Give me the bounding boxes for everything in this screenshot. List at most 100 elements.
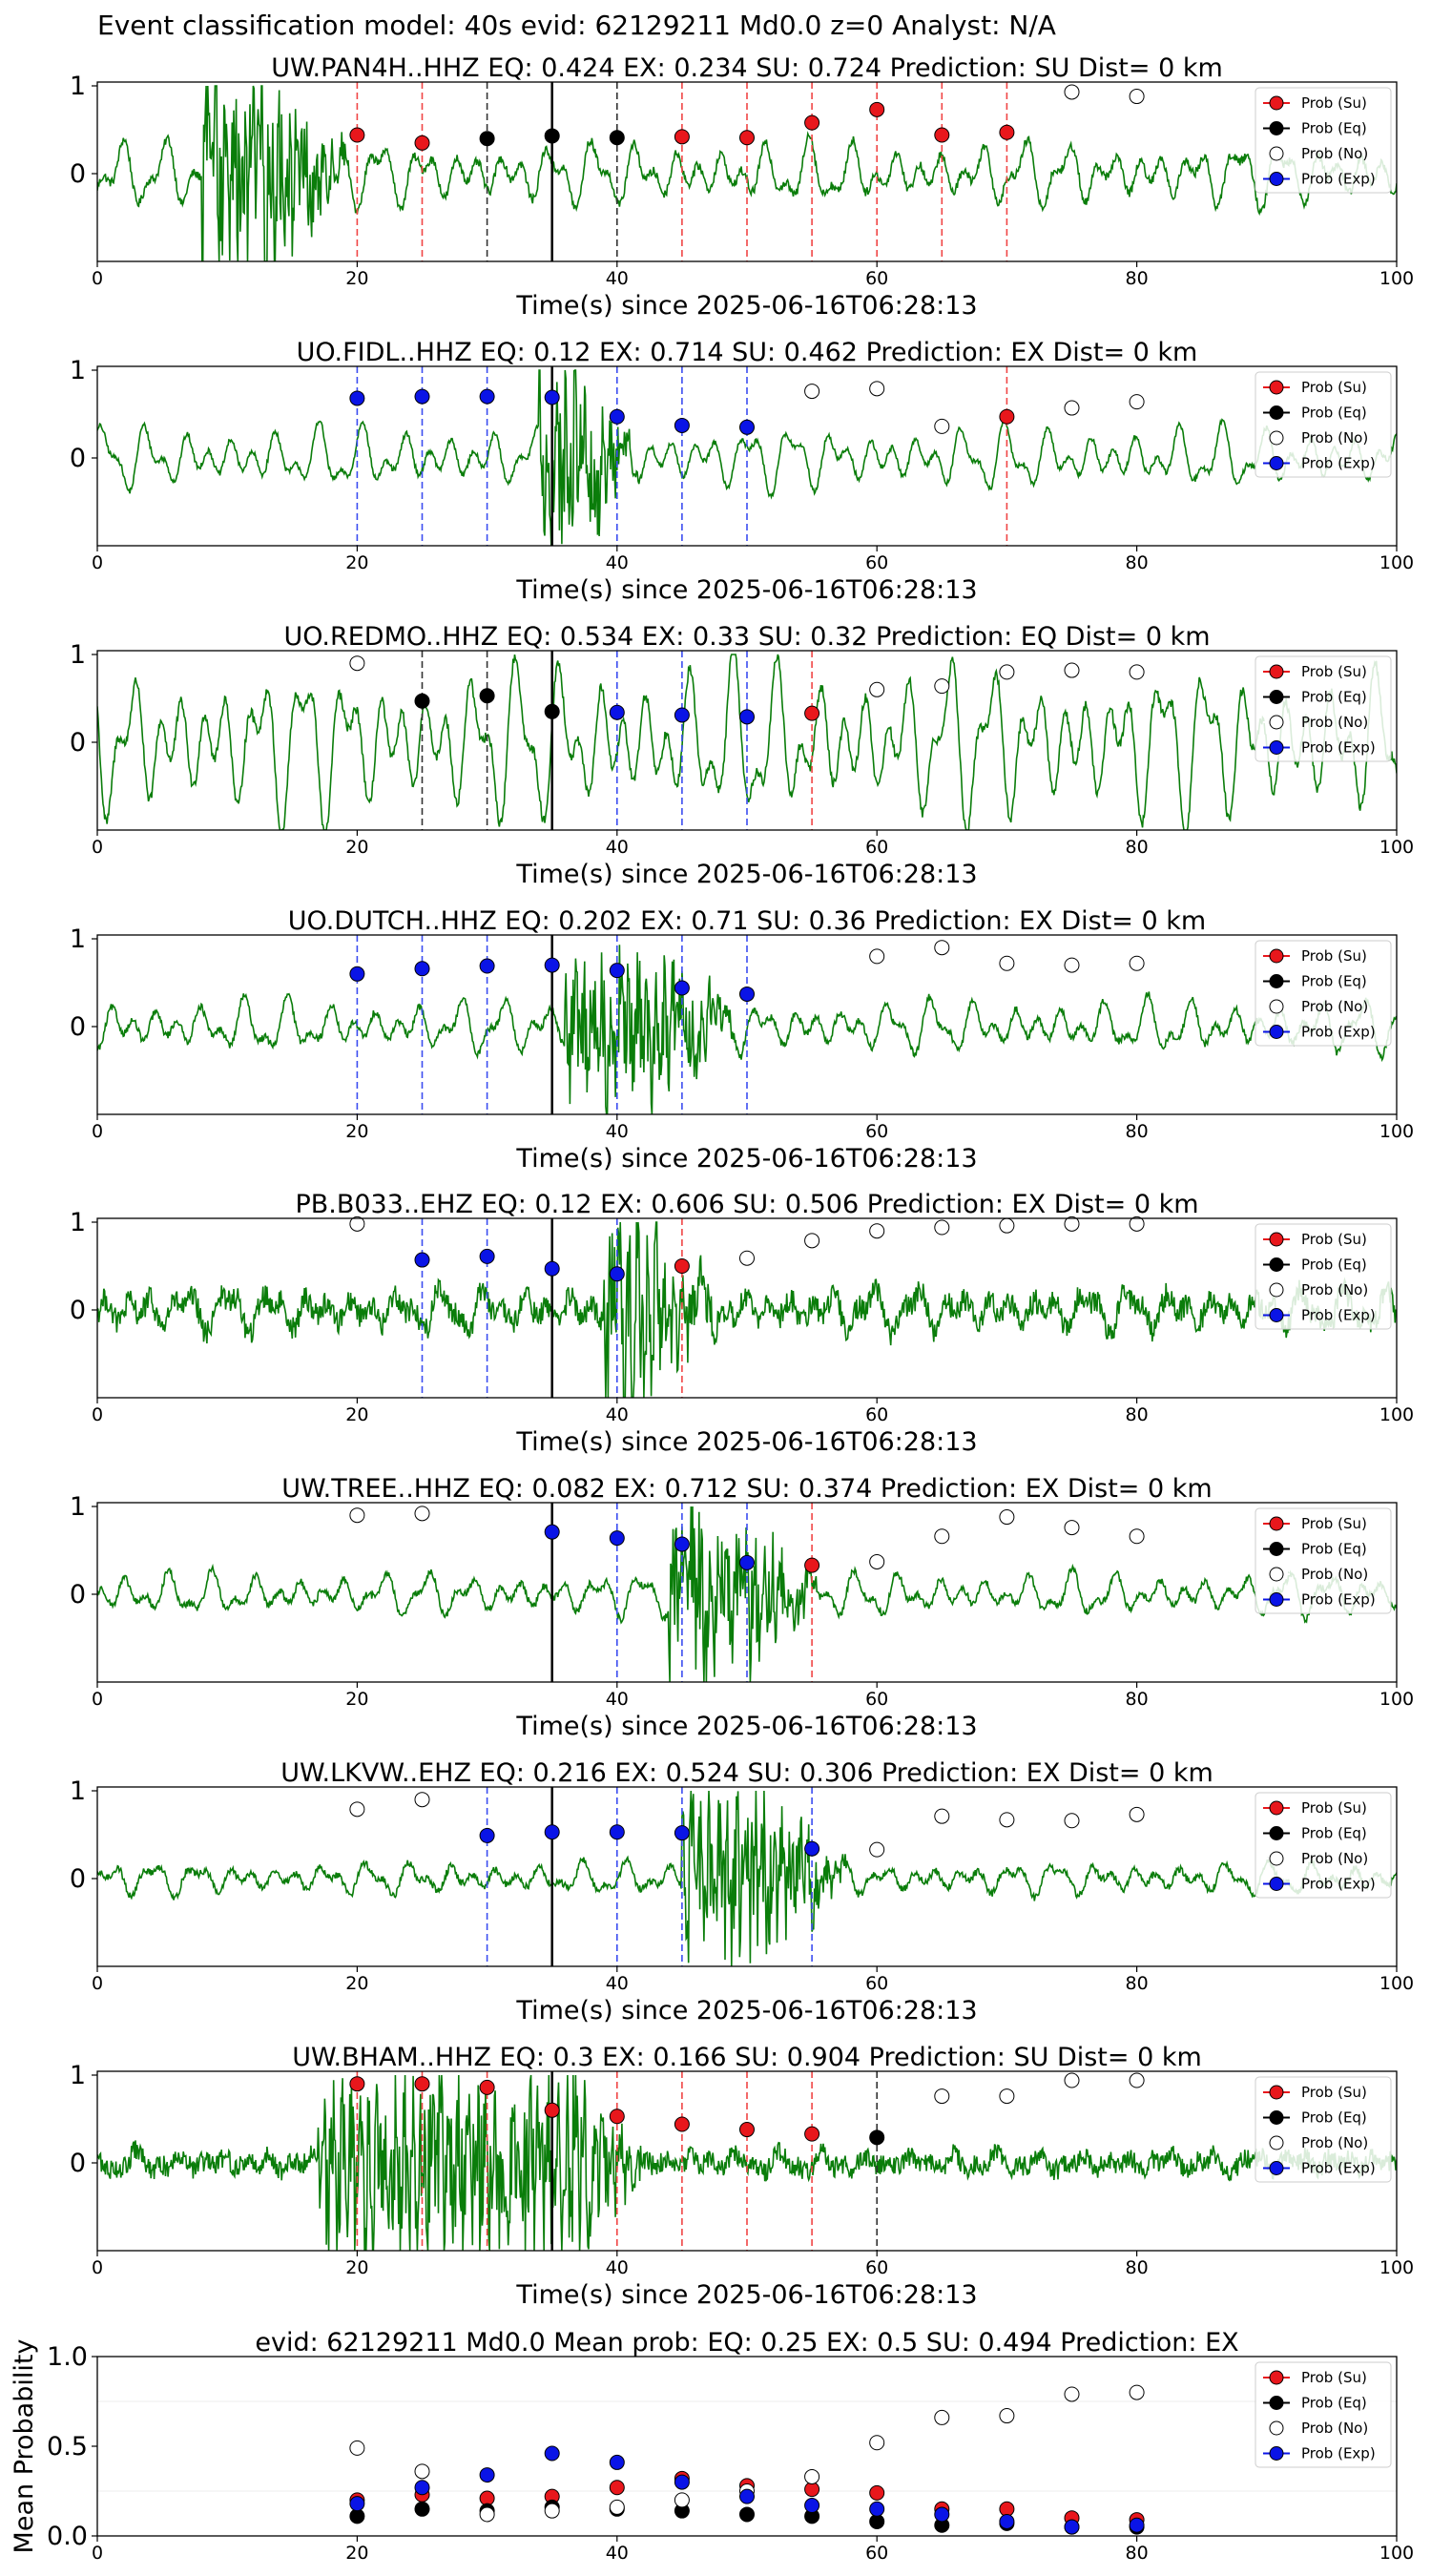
mean-panel: 1.0 0.5 0.00 20 40 60 80 100 evid: 62129211 Md0.… (10, 2328, 1414, 2564)
legend-label-exp: Prob (Exp) (1301, 739, 1376, 757)
prob-marker-no (1064, 662, 1080, 678)
legend-marker-eq (1269, 2110, 1284, 2125)
legend-marker-su (1269, 1800, 1284, 1816)
mean-prob-point-no (1064, 2386, 1080, 2402)
x-tick-label: 60 (865, 1689, 888, 1710)
x-tick-label: 0 (92, 1973, 103, 1994)
x-tick-label: 40 (606, 2543, 629, 2564)
y-tick-label: 0 (70, 1864, 86, 1894)
legend-marker-exp (1269, 1877, 1284, 1891)
y-tick-label: 1 (70, 356, 86, 385)
prob-marker-exp (739, 419, 755, 435)
x-tick-label: 20 (345, 2257, 368, 2278)
legend-label-exp: Prob (Exp) (1301, 1876, 1376, 1893)
prob-marker-exp (544, 1824, 560, 1840)
prob-marker-exp (674, 1825, 690, 1841)
prob-marker-su (414, 2076, 430, 2092)
x-tick-label: 20 (345, 837, 368, 858)
legend-label-no: Prob (No) (1301, 2420, 1368, 2437)
axes-frame (96, 650, 1398, 831)
prob-marker-exp (544, 1524, 560, 1540)
mean-prob-point-exp (609, 2454, 625, 2470)
prob-marker-no (1129, 1215, 1145, 1232)
seismic-trace (97, 654, 1397, 830)
legend-marker-no (1269, 999, 1284, 1014)
prob-marker-su (869, 101, 885, 117)
prob-marker-su (999, 408, 1015, 425)
prob-marker-no (349, 1507, 365, 1524)
x-tick-label: 40 (606, 268, 629, 289)
mean-prob-point-su (869, 2484, 885, 2501)
legend-box (1255, 1792, 1392, 1899)
x-tick-label: 80 (1126, 1121, 1149, 1142)
x-tick-label: 40 (606, 837, 629, 858)
legend-label-no: Prob (No) (1301, 1281, 1368, 1298)
legend-box (1255, 87, 1392, 194)
prob-marker-su (739, 2122, 755, 2138)
x-tick-label: 80 (1126, 1689, 1149, 1710)
prob-marker-su (479, 2079, 495, 2095)
legend-marker-exp (1269, 740, 1284, 755)
legend-marker-no (1269, 2135, 1284, 2150)
x-axis-label: Time(s) since 2025-06-16T06:28:13 (515, 291, 977, 321)
legend-label-no: Prob (No) (1301, 1850, 1368, 1867)
legend-label-su: Prob (Su) (1301, 2369, 1367, 2386)
prob-marker-eq (479, 688, 495, 704)
legend-marker-eq (1269, 1257, 1284, 1272)
mean-prob-point-exp (414, 2480, 430, 2496)
mean-prob-point-exp (999, 2513, 1015, 2529)
prob-marker-exp (739, 986, 755, 1002)
prob-marker-no (349, 1215, 365, 1232)
prob-marker-no (934, 1808, 950, 1824)
x-tick-label: 0 (92, 1404, 103, 1425)
legend-marker-no (1269, 715, 1284, 730)
prob-marker-no (1064, 1520, 1080, 1536)
x-axis-label: Time(s) since 2025-06-16T06:28:13 (515, 2280, 977, 2310)
prob-marker-su (609, 2109, 625, 2125)
x-tick-label: 40 (606, 552, 629, 573)
panel-title: UW.TREE..HHZ EQ: 0.082 EX: 0.712 SU: 0.3… (281, 1474, 1212, 1504)
x-tick-label: 0 (92, 837, 103, 858)
prob-marker-eq (414, 693, 430, 709)
legend-marker-exp (1269, 172, 1284, 186)
prob-marker-exp (479, 958, 495, 974)
x-tick-label: 40 (606, 2257, 629, 2278)
mean-prob-point-eq (414, 2501, 430, 2517)
legend-label-eq: Prob (Eq) (1301, 1541, 1367, 1558)
y-tick-label: 1 (70, 640, 86, 670)
mean-prob-point-exp (674, 2474, 690, 2490)
panel-title: PB.B033..EHZ EQ: 0.12 EX: 0.606 SU: 0.50… (295, 1190, 1198, 1219)
x-tick-label: 80 (1126, 1973, 1149, 1994)
prob-marker-exp (479, 1248, 495, 1264)
x-tick-label: 60 (865, 552, 888, 573)
x-tick-label: 100 (1379, 1404, 1414, 1425)
mean-prob-point-su (609, 2480, 625, 2496)
prob-marker-exp (739, 709, 755, 725)
legend-label-eq: Prob (Eq) (1301, 1825, 1367, 1842)
prob-marker-no (349, 655, 365, 672)
prob-marker-no (999, 1217, 1015, 1234)
y-tick-label: 1 (70, 2061, 86, 2090)
prob-marker-exp (349, 390, 365, 406)
prob-marker-exp (804, 1840, 820, 1857)
legend-label-su: Prob (Su) (1301, 1515, 1367, 1532)
seismic-trace (97, 1790, 1397, 1966)
prob-marker-su (999, 124, 1015, 140)
legend-marker-su (1269, 380, 1284, 395)
figure-title: Event classification model: 40s evid: 62… (97, 10, 1056, 41)
x-axis-label: Time(s) since 2025-06-16T06:28:13 (515, 860, 977, 889)
prob-marker-no (1064, 400, 1080, 416)
prob-marker-no (869, 948, 885, 965)
y-tick-label: 0 (70, 2149, 86, 2178)
x-tick-label: 20 (345, 1689, 368, 1710)
legend-label-su: Prob (Su) (1301, 947, 1367, 965)
mean-prob-point-exp (739, 2488, 755, 2504)
x-tick-label: 60 (865, 1121, 888, 1142)
x-tick-label: 80 (1126, 1404, 1149, 1425)
x-tick-label: 80 (1126, 2543, 1149, 2564)
y-tick-label: 0 (70, 1580, 86, 1610)
